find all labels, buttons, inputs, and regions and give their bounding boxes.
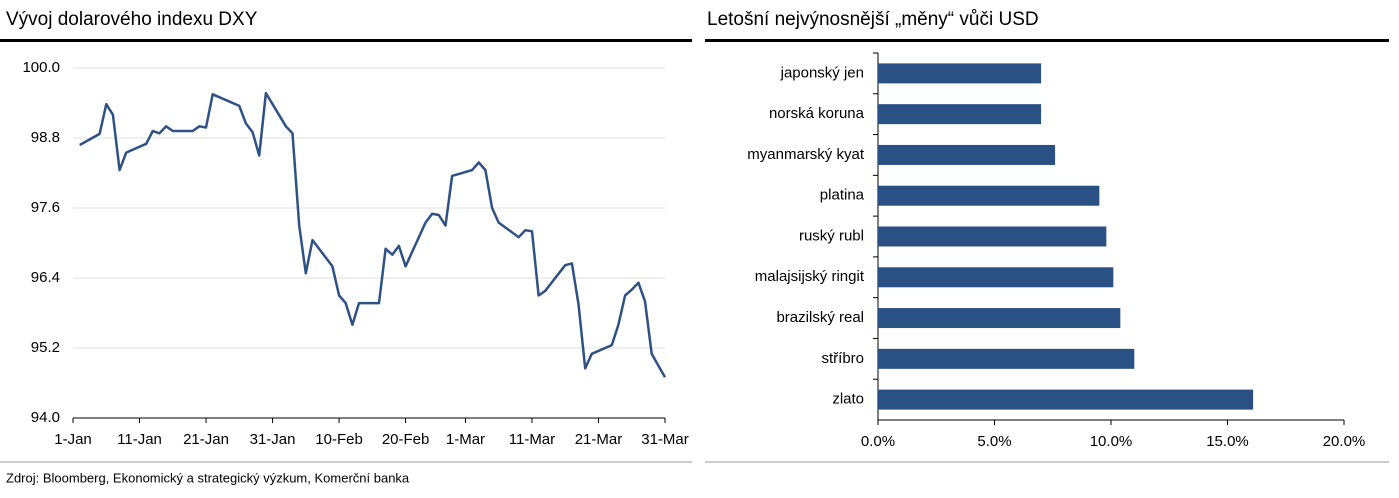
title-rule <box>0 39 692 42</box>
source-note: Zdroj: Bloomberg, Ekonomický a strategic… <box>6 470 410 485</box>
bar <box>878 104 1042 125</box>
y-tick-label: 96.4 <box>31 269 60 286</box>
x-tick-label: 1-Jan <box>54 431 92 448</box>
x-tick-label: 10.0% <box>1090 433 1133 450</box>
category-label: zlato <box>832 391 864 408</box>
y-tick-label: 98.8 <box>31 129 60 146</box>
x-tick-label: 21-Mar <box>575 431 623 448</box>
category-label: norská koruna <box>769 105 865 122</box>
title-rule <box>705 39 1389 42</box>
bar <box>878 308 1121 329</box>
bar <box>878 63 1042 84</box>
category-label: platina <box>820 187 865 204</box>
x-tick-label: 0.0% <box>861 433 895 450</box>
x-tick-label: 5.0% <box>977 433 1011 450</box>
bar <box>878 185 1100 206</box>
x-tick-label: 11-Mar <box>509 431 555 448</box>
category-label: malajsijský ringit <box>755 268 865 285</box>
chart-title: Letošní nejvýnosnější „měny“ vůči USD <box>707 9 1039 30</box>
line-series <box>79 91 667 378</box>
category-label: stříbro <box>821 350 864 367</box>
x-tick-label: 20.0% <box>1323 433 1366 450</box>
x-tick-label: 31-Mar <box>641 431 689 448</box>
y-tick-label: 100.0 <box>22 59 60 76</box>
x-tick-label: 21-Jan <box>183 431 229 448</box>
category-label: myanmarský kyat <box>747 146 865 163</box>
x-tick-label: 31-Jan <box>250 431 296 448</box>
bar <box>878 144 1056 165</box>
category-label: japonský jen <box>780 64 864 81</box>
x-tick-label: 1-Mar <box>446 431 485 448</box>
bar <box>878 267 1114 288</box>
bar <box>878 389 1254 410</box>
x-tick-label: 11-Jan <box>117 431 162 448</box>
bar <box>878 226 1107 247</box>
bar <box>878 348 1135 369</box>
x-tick-label: 10-Feb <box>315 431 363 448</box>
y-tick-label: 97.6 <box>31 199 60 216</box>
y-tick-label: 95.2 <box>31 339 60 356</box>
y-tick-label: 94.0 <box>31 409 60 426</box>
category-label: brazilský real <box>776 309 864 326</box>
x-tick-label: 20-Feb <box>382 431 430 448</box>
category-label: ruský rubl <box>799 227 864 244</box>
x-tick-label: 15.0% <box>1206 433 1249 450</box>
chart-title: Vývoj dolarového indexu DXY <box>6 9 258 30</box>
